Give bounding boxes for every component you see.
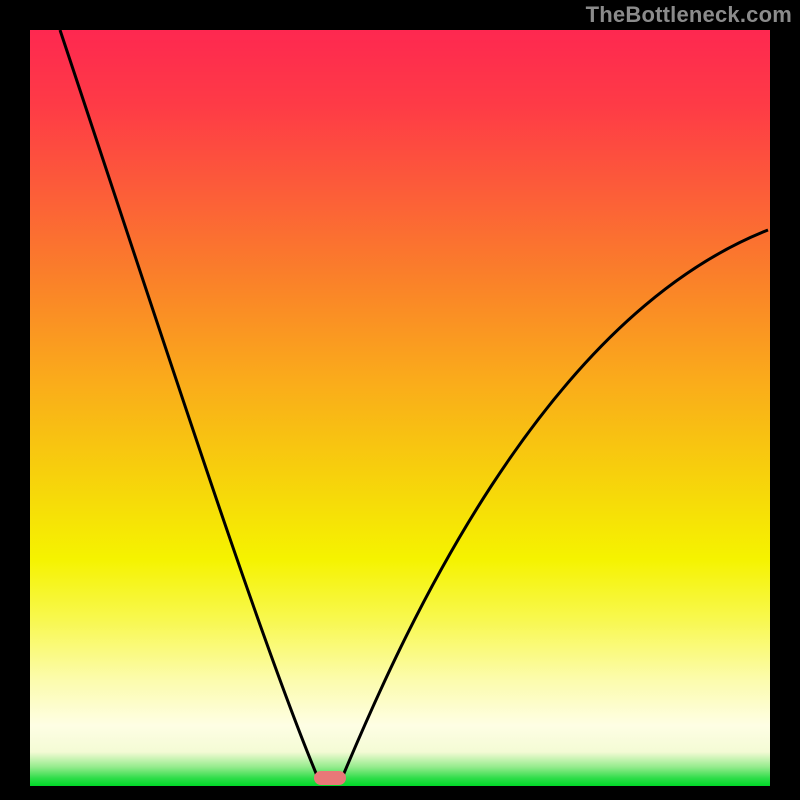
frame-border-bottom <box>0 786 800 800</box>
chart-container: { "meta": { "watermark_text": "TheBottle… <box>0 0 800 800</box>
curve-nadir-marker <box>314 771 346 785</box>
frame-border-left <box>0 0 30 800</box>
watermark-text: TheBottleneck.com <box>586 2 792 28</box>
bottleneck-curve <box>0 0 800 800</box>
frame-border-right <box>770 0 800 800</box>
